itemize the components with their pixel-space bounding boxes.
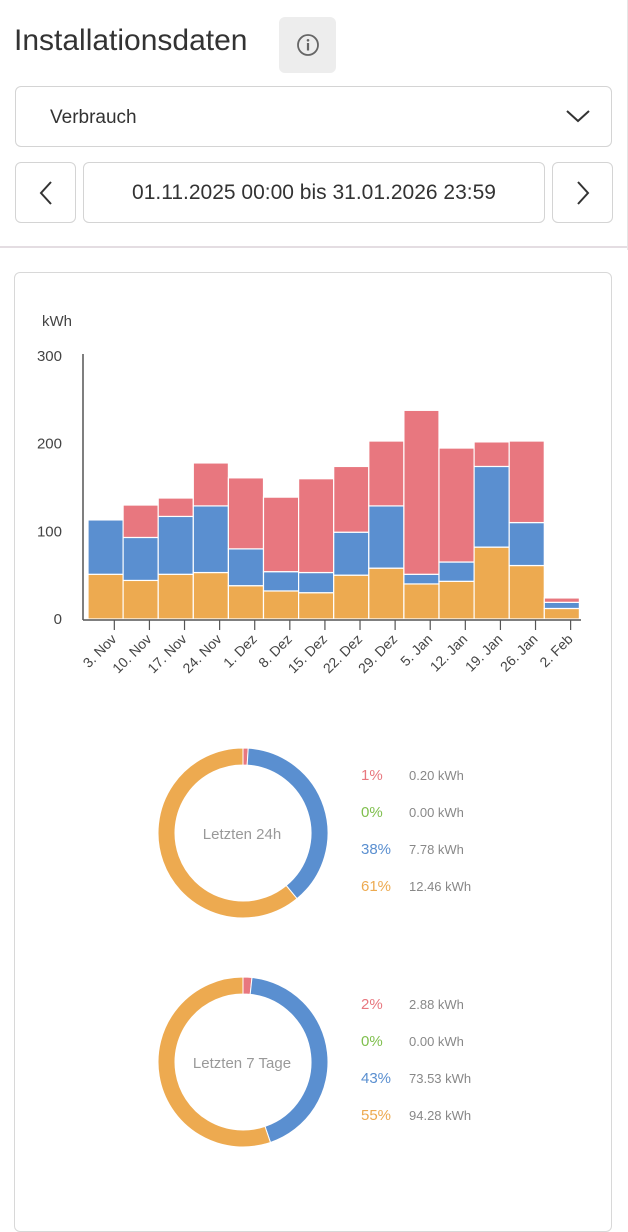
donut-7-tage-title: Letzten 7 Tage (193, 1055, 291, 1072)
legend-percent: 43% (361, 1070, 392, 1087)
legend-percent: 1% (361, 767, 383, 784)
legend-percent: 0% (361, 1033, 383, 1050)
legend-percent: 61% (361, 878, 392, 895)
legend-7-tage: 2% 2.88 kWh 0% 0.00 kWh 43% 73.53 kWh 55% 94.28… (361, 996, 561, 1136)
bar-segment-blue[interactable] (298, 571, 335, 594)
x-tick-label: 19. Jan (462, 631, 506, 675)
legend-kwh: 7.78 kWh (409, 842, 464, 857)
date-range-display[interactable]: 01.11.2025 00:00 bis 31.01.2026 23:59 (83, 162, 545, 223)
legend-kwh: 73.53 kWh (409, 1071, 472, 1086)
next-period-button[interactable] (552, 162, 613, 223)
bar-segment-orange[interactable] (87, 573, 124, 620)
bar-segment-blue[interactable] (192, 505, 230, 574)
bar-segment-orange[interactable] (508, 564, 545, 620)
bar-segment-orange[interactable] (438, 580, 475, 620)
bar-segment-blue[interactable] (508, 521, 545, 567)
page-title: Installationsdaten (14, 24, 248, 57)
donut-chart-24h: Letzten 24h (157, 747, 329, 919)
bar-segment-red[interactable] (473, 441, 510, 468)
bar-segment-blue[interactable] (403, 573, 440, 585)
bar-segment-orange[interactable] (227, 585, 265, 620)
y-axis-label: kWh (42, 313, 72, 330)
bar-segment-blue[interactable] (87, 519, 124, 575)
bar-segment-red[interactable] (403, 409, 440, 575)
y-tick-label: 0 (54, 611, 62, 628)
legend-percent: 0% (361, 804, 383, 821)
bar-segment-red[interactable] (298, 478, 335, 574)
bar-segment-blue[interactable] (227, 548, 265, 587)
donut-slice[interactable] (157, 747, 298, 919)
bar-segment-red[interactable] (368, 440, 405, 507)
bar-segment-blue[interactable] (157, 515, 194, 575)
legend-percent: 2% (361, 996, 383, 1013)
x-tick-label: 29. Dez (355, 631, 400, 676)
legend-kwh: 2.88 kWh (409, 997, 464, 1012)
bar-segment-red[interactable] (227, 477, 265, 550)
y-tick-label: 100 (37, 523, 62, 540)
bar-segment-orange[interactable] (368, 567, 405, 620)
chevron-down-icon (566, 110, 590, 123)
donut-chart-7-tage: Letzten 7 Tage (157, 976, 329, 1148)
legend-24h: 1% 0.20 kWh 0% 0.00 kWh 38% 7.78 kWh 61% 12.46 … (361, 767, 561, 907)
bar-segment-blue[interactable] (122, 536, 159, 582)
bar-segment-blue[interactable] (473, 465, 510, 548)
info-button[interactable] (279, 17, 336, 73)
donut-slice[interactable] (246, 747, 329, 900)
previous-period-button[interactable] (15, 162, 76, 223)
chevron-right-icon (576, 180, 589, 205)
donut-24h-title: Letzten 24h (203, 826, 281, 843)
bar-segment-orange[interactable] (192, 571, 230, 620)
x-tick-label: 24. Nov (179, 631, 224, 676)
bar-segment-red[interactable] (192, 462, 230, 507)
x-tick-label: 2. Feb (536, 631, 576, 671)
bar-segment-red[interactable] (262, 496, 300, 573)
legend-percent: 55% (361, 1107, 392, 1124)
bar-segment-orange[interactable] (333, 574, 370, 620)
data-type-select[interactable]: Verbrauch (15, 86, 612, 147)
legend-percent: 38% (361, 841, 392, 858)
x-tick-label: 26. Jan (497, 631, 541, 675)
donut-slice[interactable] (157, 976, 272, 1148)
legend-kwh: 12.46 kWh (409, 879, 472, 894)
data-type-value: Verbrauch (50, 107, 137, 128)
legend-kwh: 0.00 kWh (409, 805, 464, 820)
x-tick-label: 1. Dez (220, 631, 260, 671)
bar-segment-orange[interactable] (298, 592, 335, 620)
bar-segment-red[interactable] (122, 504, 159, 539)
bar-segment-red[interactable] (333, 465, 370, 533)
bar-segment-orange[interactable] (122, 579, 159, 620)
bar-segment-orange[interactable] (157, 573, 194, 620)
legend-kwh: 0.00 kWh (409, 1034, 464, 1049)
legend-kwh: 94.28 kWh (409, 1108, 472, 1123)
bar-segment-red[interactable] (543, 597, 580, 603)
bar-segment-blue[interactable] (543, 601, 580, 610)
bar-segment-orange[interactable] (473, 546, 510, 620)
bar-segment-blue[interactable] (262, 571, 300, 592)
bar-segment-red[interactable] (508, 440, 545, 524)
x-tick-label: 12. Jan (427, 631, 471, 675)
info-icon (296, 34, 319, 56)
bar-segment-blue[interactable] (368, 505, 405, 569)
bar-segment-orange[interactable] (403, 583, 440, 620)
bar-segment-orange[interactable] (262, 590, 300, 620)
bar-segment-red[interactable] (157, 497, 194, 518)
bar-segment-red[interactable] (438, 447, 475, 563)
header-divider (0, 246, 628, 248)
legend-kwh: 0.20 kWh (409, 768, 464, 783)
bar-segment-blue[interactable] (333, 531, 370, 576)
y-tick-label: 300 (37, 348, 62, 365)
y-tick-label: 200 (37, 436, 62, 453)
bar-segment-blue[interactable] (438, 561, 475, 582)
chevron-left-icon (39, 180, 52, 205)
bar-segment-orange[interactable] (543, 607, 580, 620)
